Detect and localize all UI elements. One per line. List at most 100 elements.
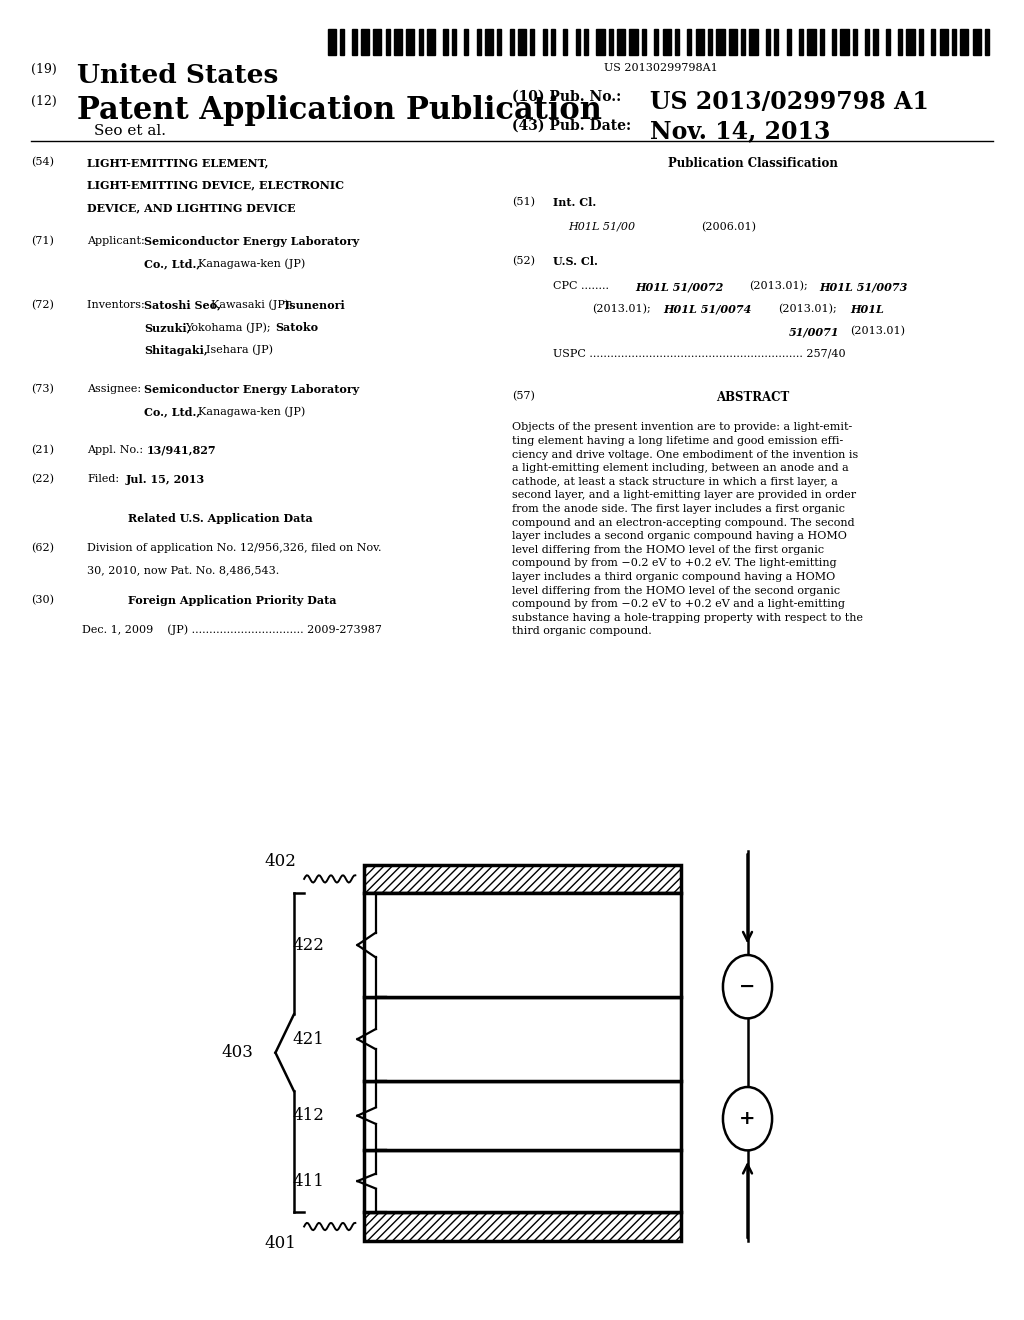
Bar bbox=[596, 29, 604, 55]
Text: (51): (51) bbox=[512, 197, 535, 207]
Bar bbox=[386, 29, 390, 55]
Text: Kawasaki (JP);: Kawasaki (JP); bbox=[211, 300, 293, 310]
Bar bbox=[741, 29, 745, 55]
Text: Inventors:: Inventors: bbox=[87, 300, 148, 310]
Text: H01L: H01L bbox=[850, 304, 884, 314]
Text: 411: 411 bbox=[293, 1172, 325, 1189]
Bar bbox=[663, 29, 671, 55]
Text: (2006.01): (2006.01) bbox=[701, 222, 757, 232]
Bar bbox=[841, 29, 849, 55]
Bar bbox=[575, 29, 580, 55]
Text: ABSTRACT: ABSTRACT bbox=[716, 391, 790, 404]
Text: (54): (54) bbox=[31, 157, 53, 168]
Bar bbox=[419, 29, 423, 55]
Text: Patent Application Publication: Patent Application Publication bbox=[77, 95, 602, 125]
Bar bbox=[774, 29, 778, 55]
Bar bbox=[443, 29, 447, 55]
Bar bbox=[530, 29, 535, 55]
Text: Division of application No. 12/956,326, filed on Nov.: Division of application No. 12/956,326, … bbox=[87, 543, 382, 553]
Bar bbox=[630, 29, 638, 55]
Bar bbox=[518, 29, 526, 55]
Text: (21): (21) bbox=[31, 445, 53, 455]
Text: United States: United States bbox=[77, 63, 279, 88]
Text: Shitagaki,: Shitagaki, bbox=[144, 345, 208, 355]
Circle shape bbox=[723, 956, 772, 1019]
Text: (57): (57) bbox=[512, 391, 535, 401]
Bar bbox=[364, 865, 681, 894]
Text: US 20130299798A1: US 20130299798A1 bbox=[603, 63, 718, 74]
Text: Int. Cl.: Int. Cl. bbox=[553, 197, 596, 207]
Bar bbox=[807, 29, 815, 55]
Text: Foreign Application Priority Data: Foreign Application Priority Data bbox=[128, 595, 337, 606]
Bar bbox=[766, 29, 770, 55]
Bar bbox=[510, 29, 514, 55]
Bar bbox=[687, 29, 691, 55]
Text: Yokohama (JP);: Yokohama (JP); bbox=[185, 322, 271, 333]
Text: 401: 401 bbox=[264, 1236, 296, 1253]
Text: Co., Ltd.,: Co., Ltd., bbox=[144, 407, 201, 417]
Text: Related U.S. Application Data: Related U.S. Application Data bbox=[128, 513, 312, 524]
Text: Filed:: Filed: bbox=[87, 474, 119, 484]
Text: 13/941,827: 13/941,827 bbox=[146, 445, 216, 455]
Text: (10) Pub. No.:: (10) Pub. No.: bbox=[512, 90, 622, 104]
Bar bbox=[364, 894, 681, 997]
Bar bbox=[364, 1081, 681, 1150]
Bar bbox=[484, 29, 493, 55]
Text: (19): (19) bbox=[31, 63, 56, 77]
Text: H01L 51/0072: H01L 51/0072 bbox=[635, 281, 723, 292]
Bar bbox=[584, 29, 588, 55]
Text: 51/0071: 51/0071 bbox=[788, 326, 839, 337]
Bar bbox=[973, 29, 981, 55]
Text: Satoshi Seo,: Satoshi Seo, bbox=[144, 300, 221, 310]
Bar bbox=[952, 29, 956, 55]
Bar bbox=[427, 29, 435, 55]
Bar bbox=[695, 29, 703, 55]
Text: CPC ........: CPC ........ bbox=[553, 281, 609, 292]
Bar bbox=[865, 29, 869, 55]
Text: 422: 422 bbox=[293, 936, 325, 953]
Bar bbox=[498, 29, 502, 55]
Text: Semiconductor Energy Laboratory: Semiconductor Energy Laboratory bbox=[144, 384, 359, 395]
Text: (73): (73) bbox=[31, 384, 53, 395]
Text: Dec. 1, 2009    (JP) ................................ 2009-273987: Dec. 1, 2009 (JP) ......................… bbox=[82, 624, 382, 635]
Bar bbox=[819, 29, 823, 55]
Text: H01L 51/00: H01L 51/00 bbox=[568, 222, 636, 232]
Bar bbox=[476, 29, 480, 55]
Text: Publication Classification: Publication Classification bbox=[668, 157, 838, 170]
Text: DEVICE, AND LIGHTING DEVICE: DEVICE, AND LIGHTING DEVICE bbox=[87, 202, 296, 213]
Text: Applicant:: Applicant: bbox=[87, 236, 148, 247]
Bar bbox=[563, 29, 567, 55]
Bar bbox=[717, 29, 725, 55]
Text: Nov. 14, 2013: Nov. 14, 2013 bbox=[650, 119, 830, 143]
Bar bbox=[373, 29, 381, 55]
Bar bbox=[394, 29, 402, 55]
Text: Kanagawa-ken (JP): Kanagawa-ken (JP) bbox=[198, 407, 305, 417]
Text: (2013.01);: (2013.01); bbox=[592, 304, 650, 314]
Text: Objects of the present invention are to provide: a light-emit-
ting element havi: Objects of the present invention are to … bbox=[512, 422, 863, 636]
Bar bbox=[617, 29, 626, 55]
Text: Appl. No.:: Appl. No.: bbox=[87, 445, 146, 455]
Bar bbox=[906, 29, 914, 55]
Text: +: + bbox=[739, 1110, 756, 1127]
Text: Satoko: Satoko bbox=[275, 322, 318, 333]
Bar bbox=[464, 29, 468, 55]
Text: Co., Ltd.,: Co., Ltd., bbox=[144, 259, 201, 269]
Bar bbox=[407, 29, 415, 55]
Bar bbox=[799, 29, 803, 55]
Bar bbox=[609, 29, 613, 55]
Text: (30): (30) bbox=[31, 595, 53, 606]
Text: U.S. Cl.: U.S. Cl. bbox=[553, 256, 598, 267]
Bar bbox=[551, 29, 555, 55]
Text: 403: 403 bbox=[221, 1044, 253, 1061]
Text: (2013.01): (2013.01) bbox=[850, 326, 905, 337]
Text: Assignee:: Assignee: bbox=[87, 384, 144, 395]
Text: Suzuki,: Suzuki, bbox=[144, 322, 190, 333]
Text: 421: 421 bbox=[293, 1031, 325, 1048]
Bar bbox=[352, 29, 356, 55]
Text: Seo et al.: Seo et al. bbox=[94, 124, 166, 139]
Bar bbox=[340, 29, 344, 55]
Text: LIGHT-EMITTING ELEMENT,: LIGHT-EMITTING ELEMENT, bbox=[87, 157, 268, 168]
Bar bbox=[898, 29, 902, 55]
Text: 402: 402 bbox=[264, 853, 296, 870]
Text: LIGHT-EMITTING DEVICE, ELECTRONIC: LIGHT-EMITTING DEVICE, ELECTRONIC bbox=[87, 180, 344, 190]
